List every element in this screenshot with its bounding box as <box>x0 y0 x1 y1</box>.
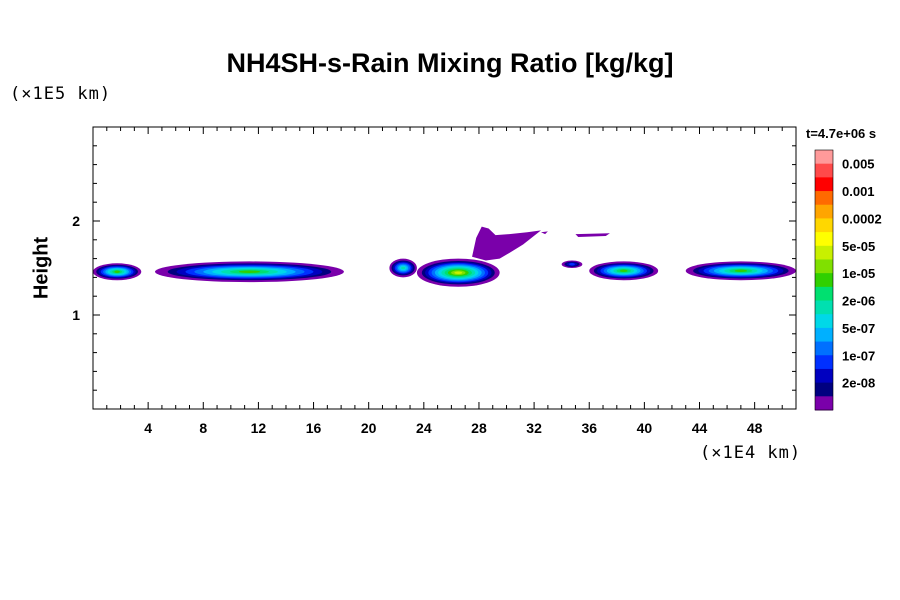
y-axis-unit: (×1E5 km) <box>10 84 112 104</box>
colorbar-swatch <box>815 177 833 192</box>
colorbar-swatch <box>815 382 833 397</box>
contour-band <box>454 271 463 274</box>
x-tick-label: 28 <box>471 420 487 436</box>
colorbar-label: 2e-08 <box>842 376 875 391</box>
colorbar-swatch <box>815 368 833 384</box>
colorbar-label: 1e-07 <box>842 348 875 363</box>
colorbar-label: 5e-07 <box>842 321 875 336</box>
contour-band <box>619 269 628 273</box>
x-tick-label: 20 <box>361 420 377 436</box>
colorbar-swatch <box>815 341 833 356</box>
y-tick-label: 1 <box>72 307 80 323</box>
x-tick-label: 44 <box>692 420 708 436</box>
colorbar-swatch <box>815 232 833 247</box>
contour-band <box>472 226 541 261</box>
y-tick-label: 2 <box>72 213 80 229</box>
colorbar-swatch <box>815 327 833 343</box>
colorbar-label: 0.0002 <box>842 211 882 226</box>
plot-frame <box>92 126 797 410</box>
contour-band <box>569 263 575 266</box>
x-tick-label: 16 <box>306 420 322 436</box>
x-tick-label: 24 <box>416 420 432 436</box>
colorbar: 0.005 0.001 0.0002 5e-05 1e-05 2e-06 5e-07 1e-0… <box>814 149 882 411</box>
colorbar-swatch <box>815 314 833 329</box>
contour-band <box>575 233 610 237</box>
colorbar-swatch <box>815 245 833 260</box>
colorbar-swatch <box>815 273 833 288</box>
colorbar-swatch <box>815 286 833 302</box>
contour-band <box>114 270 120 273</box>
contour-band <box>401 266 406 270</box>
contour-band <box>238 270 261 273</box>
time-label: t=4.7e+06 s <box>806 126 877 141</box>
colorbar-swatch <box>815 355 833 370</box>
x-axis-unit: (×1E4 km) <box>700 443 802 463</box>
x-tick-label: 36 <box>581 420 597 436</box>
colorbar-swatch <box>815 300 833 315</box>
contour-fields <box>93 226 796 287</box>
colorbar-swatch <box>815 218 833 233</box>
x-tick-label: 4 <box>144 420 152 436</box>
colorbar-swatch <box>815 396 833 411</box>
colorbar-label: 5e-05 <box>842 239 875 254</box>
chart-title: NH4SH-s-Rain Mixing Ratio [kg/kg] <box>226 48 674 78</box>
x-tick-label: 48 <box>747 420 763 436</box>
colorbar-swatch <box>815 204 833 219</box>
contour-band <box>540 231 548 235</box>
colorbar-label: 0.001 <box>842 184 875 199</box>
colorbar-swatch <box>815 191 833 206</box>
colorbar-swatch <box>815 259 833 274</box>
colorbar-swatch <box>815 163 833 178</box>
colorbar-label: 1e-05 <box>842 266 875 281</box>
colorbar-label: 0.005 <box>842 157 875 172</box>
colorbar-label: 2e-06 <box>842 294 875 309</box>
colorbar-frame <box>814 149 834 411</box>
x-tick-label: 40 <box>637 420 653 436</box>
x-tick-label: 32 <box>526 420 542 436</box>
x-tick-label: 8 <box>199 420 207 436</box>
contour-band <box>734 269 748 273</box>
colorbar-swatch <box>815 150 833 165</box>
x-tick-label: 12 <box>251 420 267 436</box>
